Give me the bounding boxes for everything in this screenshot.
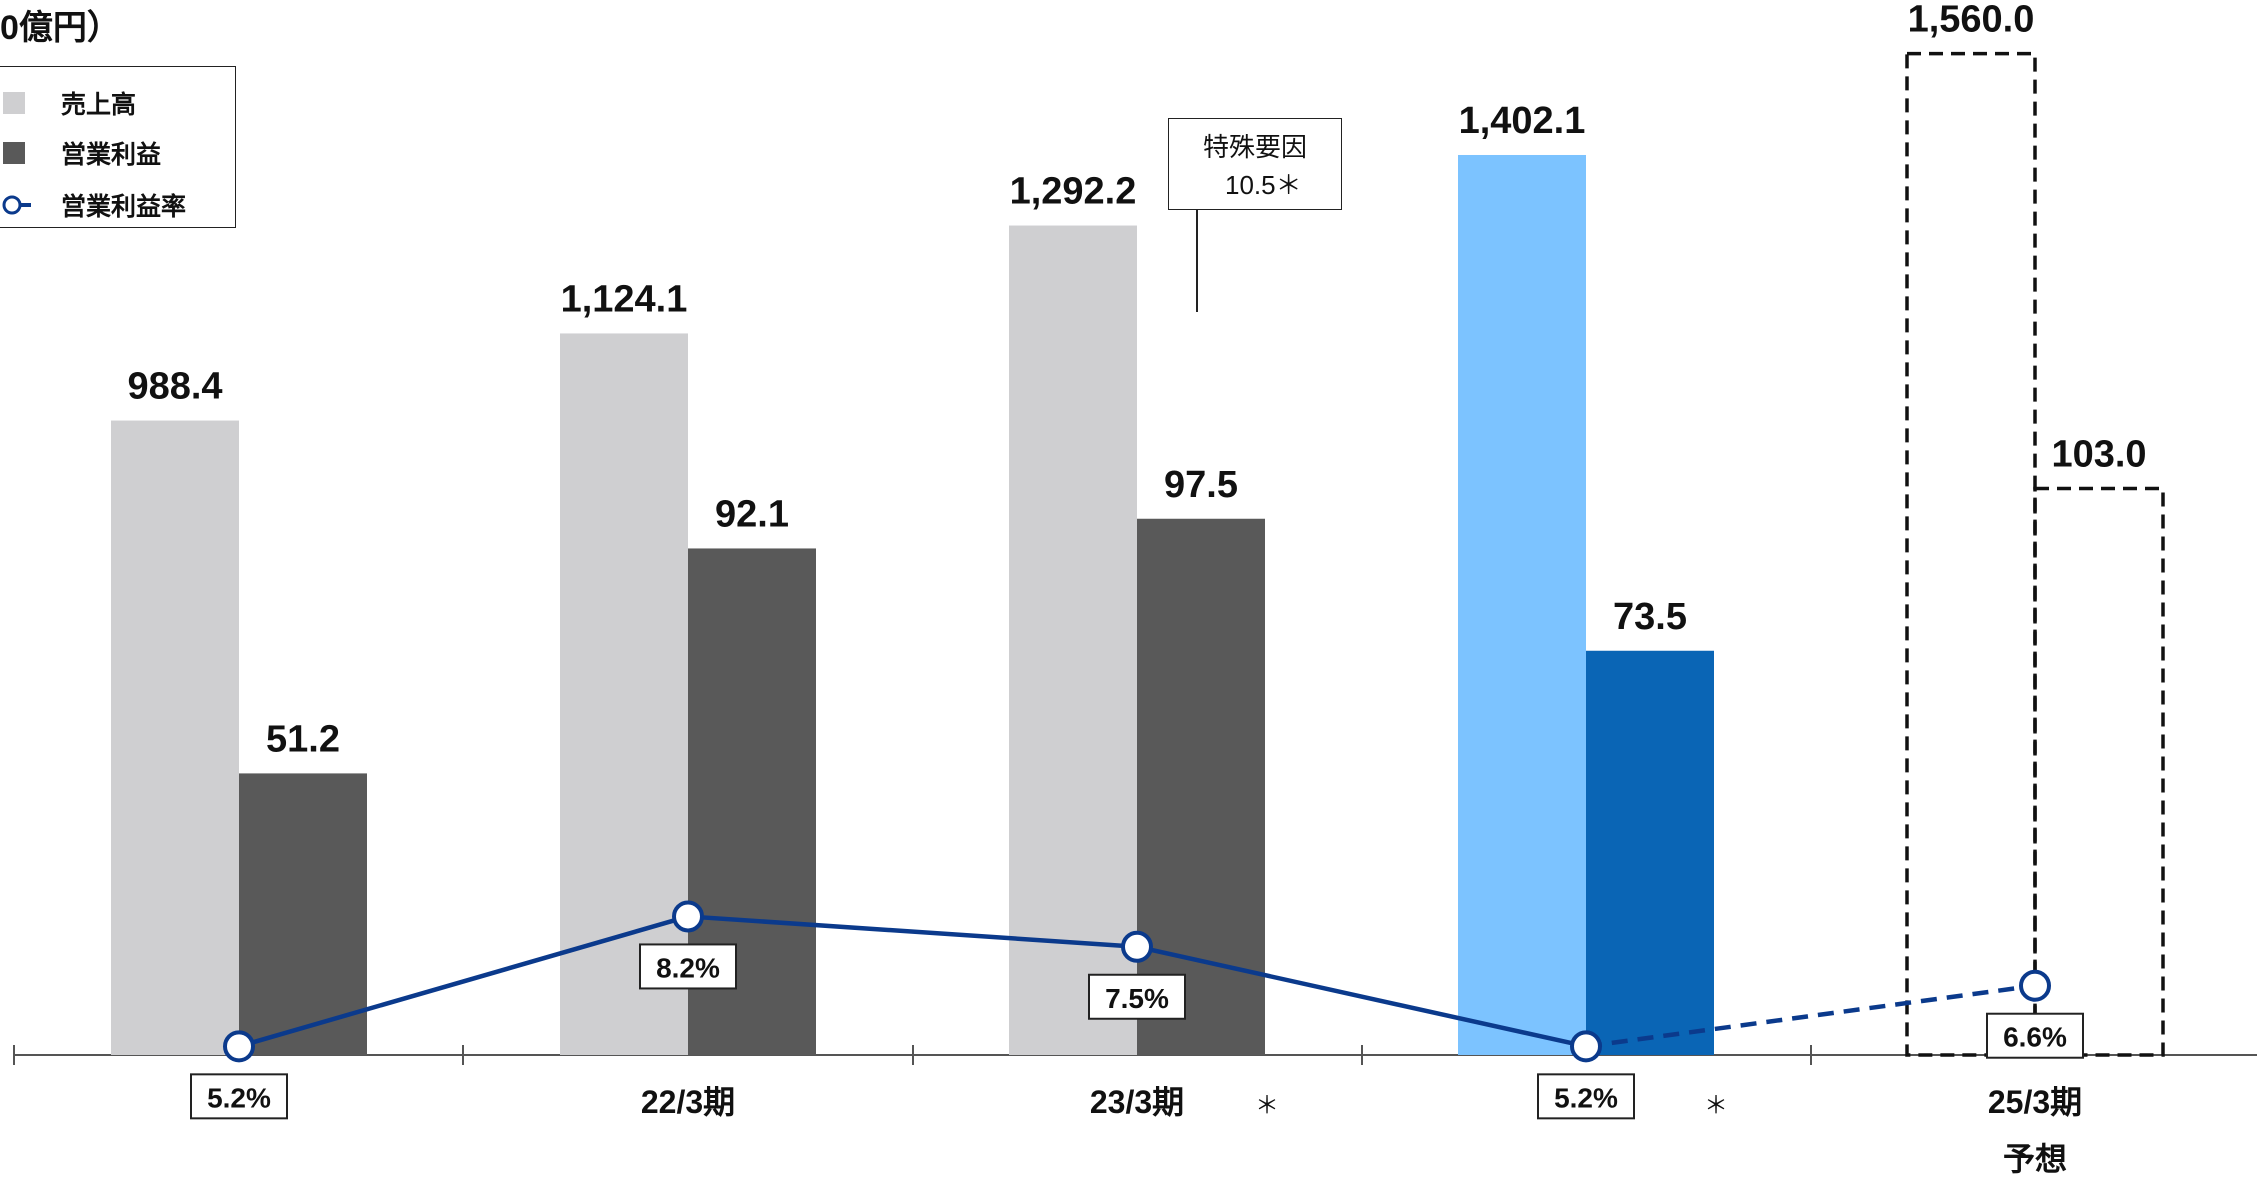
margin-line-segment <box>238 914 689 1049</box>
x-tick-label: 25/3期 <box>1988 1084 2082 1120</box>
margin-label-box <box>639 943 737 990</box>
margin-value-label-box: 6.6% <box>1986 1012 2084 1059</box>
legend-circle-line-icon <box>2 195 31 215</box>
sales-bar <box>1009 225 1137 1056</box>
sales-bar <box>111 420 239 1056</box>
profit-value-label: 51.2 <box>266 718 340 760</box>
legend-label-profit: 営業利益 <box>61 141 162 169</box>
sales-bar <box>1458 154 1586 1055</box>
legend-label-margin: 営業利益率 <box>61 193 187 221</box>
x-tick-label: 23/3期 <box>1090 1084 1184 1120</box>
callout-value: 10.5＊ <box>1225 170 1302 200</box>
margin-line-segment <box>687 914 1138 949</box>
legend-item-profit: 営業利益 <box>0 133 237 173</box>
x-tick-label: 22/3期 <box>641 1084 735 1120</box>
margin-value-label: 5.2% <box>1554 1082 1618 1113</box>
margin-value-label: 5.2% <box>207 1082 271 1113</box>
x-tick-asterisk: ＊ <box>1704 1092 1728 1119</box>
legend-swatch-sales-icon <box>3 92 25 114</box>
margin-value-label-box: 7.5% <box>1088 973 1186 1020</box>
x-tick-asterisk: ＊ <box>1255 1092 1279 1119</box>
margin-value-label: 6.6% <box>2003 1022 2067 1053</box>
legend-item-sales: 売上高 <box>0 83 237 123</box>
profit-bar <box>1586 650 1714 1055</box>
sales-value-label: 1,124.1 <box>561 278 688 320</box>
sales-value-label: 1,402.1 <box>1459 100 1586 142</box>
margin-point <box>2019 969 2051 1002</box>
legend-item-margin: 営業利益率 <box>0 185 237 225</box>
margin-line-segment <box>1136 944 1587 1049</box>
unit-label: 0億円） <box>0 9 121 47</box>
profit-bar <box>1137 518 1265 1055</box>
legend-label-sales: 売上高 <box>61 91 137 119</box>
profit-value-label: 103.0 <box>2051 434 2146 476</box>
sales-bar <box>1905 51 2037 1057</box>
profit-bar <box>2033 486 2165 1057</box>
margin-label-box <box>1088 973 1186 1020</box>
sales-value-label: 1,560.0 <box>1908 0 2035 41</box>
margin-label-box <box>190 1073 288 1120</box>
margin-label-box <box>1986 1012 2084 1059</box>
profit-value-label: 97.5 <box>1164 464 1238 506</box>
margin-point <box>1570 1030 1602 1063</box>
margin-value-label: 7.5% <box>1105 983 1169 1014</box>
sales-value-label: 1,292.2 <box>1010 171 1137 213</box>
margin-value-label-box: 8.2% <box>639 943 737 990</box>
margin-label-box <box>1537 1073 1635 1120</box>
sales-value-label: 988.4 <box>127 366 222 408</box>
legend: 売上高 営業利益 営業利益率 <box>0 66 236 228</box>
margin-point <box>672 900 704 933</box>
margin-value-label-box: 5.2% <box>190 1073 288 1120</box>
profit-value-label: 73.5 <box>1613 596 1687 638</box>
profit-bar <box>239 773 367 1055</box>
profit-value-label: 92.1 <box>715 493 789 535</box>
margin-point <box>223 1030 255 1063</box>
margin-value-label: 8.2% <box>656 952 720 983</box>
margin-line-segment <box>1585 983 2036 1049</box>
x-tick-sublabel: 予想 <box>2003 1141 2067 1177</box>
margin-point <box>1121 930 1153 963</box>
special-factor-callout: 特殊要因 10.5＊ <box>1168 118 1342 210</box>
margin-value-label-box: 5.2% <box>1537 1073 1635 1120</box>
callout-title: 特殊要因 <box>1203 132 1308 162</box>
legend-swatch-profit-icon <box>3 142 25 164</box>
